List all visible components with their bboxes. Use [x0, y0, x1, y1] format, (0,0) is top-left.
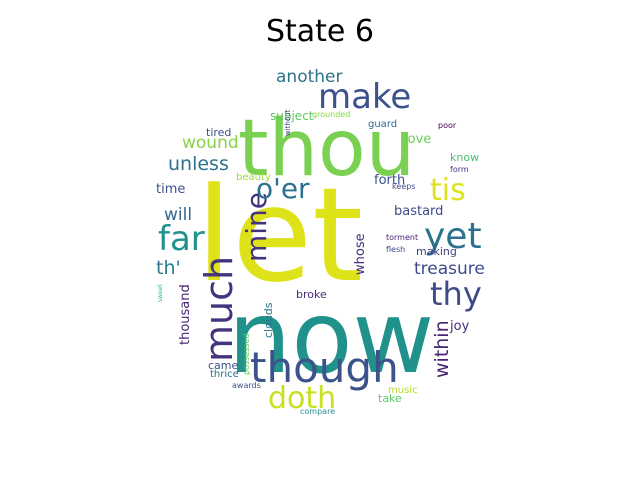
cloud-word-possessed: possessed [242, 333, 251, 375]
cloud-word-far: far [158, 219, 205, 259]
cloud-word-joy: joy [449, 319, 470, 334]
cloud-word-poor: poor [438, 121, 457, 130]
cloud-word-thousand: thousand [178, 284, 193, 345]
cloud-word-form: form [450, 165, 469, 174]
cloud-word-beauty: beauty [236, 172, 271, 183]
cloud-word-subject: subject [270, 109, 314, 123]
cloud-word-th: th' [156, 257, 181, 279]
cloud-word-another: another [276, 67, 342, 87]
cloud-word-though: though [250, 343, 399, 392]
cloud-word-awards: awards [232, 381, 261, 390]
cloud-word-take: take [378, 392, 402, 405]
cloud-word-tis: tis [430, 173, 466, 208]
cloud-word-will: will [164, 205, 192, 225]
cloud-word-compare: compare [300, 407, 335, 416]
cloud-word-mine: mine [240, 192, 273, 262]
chart-title: State 6 [265, 14, 375, 49]
cloud-word-music: music [388, 385, 418, 396]
cloud-word-grounded: grounded [312, 110, 350, 119]
cloud-word-within: within [431, 320, 453, 378]
cloud-word-much: much [197, 256, 241, 362]
cloud-word-unless: unless [168, 153, 229, 175]
cloud-word-let: let [196, 159, 363, 311]
cloud-word-thou: thou [238, 104, 415, 194]
cloud-word-sweet: sweet [157, 284, 164, 302]
cloud-word-thy: thy [430, 275, 482, 313]
cloud-word-flesh: flesh [386, 245, 405, 254]
cloud-word-without: without [284, 109, 292, 136]
cloud-word-bastard: bastard [394, 204, 443, 219]
cloud-word-treasure: treasure [414, 259, 485, 279]
cloud-word-whose: whose [353, 233, 368, 275]
cloud-word-know: know [450, 151, 479, 164]
cloud-word-torment: torment [386, 233, 418, 242]
cloud-word-wound: wound [182, 133, 239, 153]
cloud-word-thrice: thrice [210, 369, 239, 380]
cloud-word-oer: o'er [256, 172, 310, 205]
cloud-word-making: making [416, 245, 457, 258]
cloud-word-make: make [318, 77, 411, 117]
cloud-word-came: came [208, 359, 239, 372]
cloud-word-time: time [156, 182, 185, 197]
cloud-word-broke: broke [296, 288, 327, 301]
cloud-word-doth: doth [268, 381, 336, 416]
cloud-word-love: love [404, 132, 431, 147]
cloud-word-guard: guard [368, 119, 397, 130]
cloud-word-keeps: keeps [392, 182, 415, 191]
cloud-word-tired: tired [206, 126, 231, 139]
cloud-word-clouds: clouds [262, 302, 275, 338]
cloud-word-now: now [228, 279, 434, 396]
cloud-word-yet: yet [424, 216, 482, 257]
cloud-word-forth: forth [374, 173, 405, 188]
